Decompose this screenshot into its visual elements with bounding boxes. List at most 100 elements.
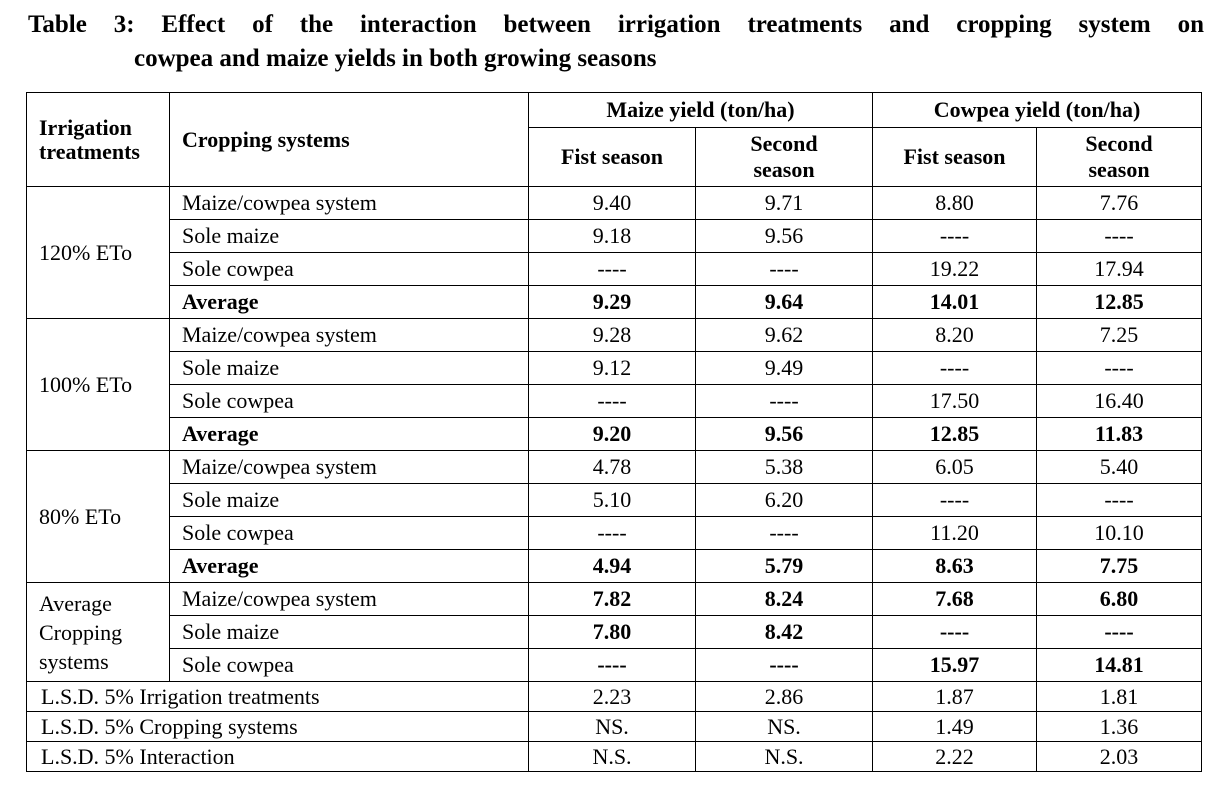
value-cell: 12.85 <box>872 417 1038 451</box>
value-cell: 8.63 <box>872 549 1038 583</box>
table-row: 120% ETo Maize/cowpea system 9.40 9.71 8… <box>26 186 1203 319</box>
value-cell: 17.94 <box>1036 252 1203 286</box>
value-cell: 6.20 <box>694 483 874 517</box>
value-cell: ---- <box>1036 483 1203 517</box>
group-label: 120% ETo <box>26 186 170 319</box>
value-cell: 14.81 <box>1036 648 1203 682</box>
cropping-system: Maize/cowpea system <box>169 582 529 616</box>
cropping-system: Maize/cowpea system <box>169 186 529 220</box>
header-maize-first: Fist season <box>528 127 696 187</box>
average-row: Average 9.29 9.64 14.01 12.85 <box>27 285 1203 319</box>
lsd-label: L.S.D. 5% Cropping systems <box>26 711 529 742</box>
value-cell: 8.20 <box>872 318 1038 352</box>
header-cropping: Cropping systems <box>169 92 529 187</box>
value-cell: ---- <box>694 384 874 418</box>
value-cell: 10.10 <box>1036 516 1203 550</box>
table-caption: Table 3: Effect of the interaction betwe… <box>28 8 1204 76</box>
value-cell: 4.94 <box>528 549 696 583</box>
value-cell: 11.83 <box>1036 417 1203 451</box>
value-cell: ---- <box>1036 615 1203 649</box>
group-label: 80% ETo <box>26 450 170 583</box>
value-cell: 9.28 <box>528 318 696 352</box>
value-cell: 1.49 <box>872 711 1038 742</box>
value-cell: 14.01 <box>872 285 1038 319</box>
table-row: Sole cowpea ---- ---- 11.20 10.10 <box>27 516 1203 550</box>
value-cell: ---- <box>694 648 874 682</box>
cropping-system: Sole maize <box>169 219 529 253</box>
value-cell: ---- <box>694 516 874 550</box>
cropping-system: Sole cowpea <box>169 516 529 550</box>
value-cell: 5.79 <box>694 549 874 583</box>
value-cell: 9.64 <box>694 285 874 319</box>
lsd-label: L.S.D. 5% Interaction <box>26 741 529 772</box>
value-cell: 19.22 <box>872 252 1038 286</box>
table-row: Sole cowpea ---- ---- 15.97 14.81 <box>27 648 1203 682</box>
header-maize-yield: Maize yield (ton/ha) <box>527 92 874 128</box>
table-row: Sole cowpea ---- ---- 17.50 16.40 <box>27 384 1203 418</box>
value-cell: 9.56 <box>694 219 874 253</box>
value-cell: 2.03 <box>1036 741 1203 772</box>
value-cell: NS. <box>528 711 696 742</box>
value-cell: ---- <box>1036 219 1203 253</box>
value-cell: 9.29 <box>528 285 696 319</box>
average-row: Average 4.94 5.79 8.63 7.75 <box>27 549 1203 583</box>
value-cell: ---- <box>872 615 1038 649</box>
cropping-system: Average <box>169 417 529 451</box>
value-cell: 5.38 <box>694 450 874 484</box>
value-cell: 11.20 <box>872 516 1038 550</box>
value-cell: 2.22 <box>872 741 1038 772</box>
caption-line-2: cowpea and maize yields in both growing … <box>134 45 657 72</box>
value-cell: 16.40 <box>1036 384 1203 418</box>
value-cell: 2.23 <box>528 681 696 712</box>
header-irrigation: Irrigation treatments <box>26 92 170 187</box>
value-cell: 7.82 <box>528 582 696 616</box>
value-cell: 4.78 <box>528 450 696 484</box>
value-cell: ---- <box>528 252 696 286</box>
value-cell: 9.71 <box>694 186 874 220</box>
header-cowpea-second: Second season <box>1036 127 1203 187</box>
header-cowpea-yield: Cowpea yield (ton/ha) <box>872 92 1203 128</box>
value-cell: ---- <box>528 648 696 682</box>
value-cell: ---- <box>528 384 696 418</box>
header-maize-second: Second season <box>694 127 874 187</box>
value-cell: 5.40 <box>1036 450 1203 484</box>
value-cell: 6.05 <box>872 450 1038 484</box>
group-label: Average Cropping systems <box>26 582 170 682</box>
value-cell: 1.87 <box>872 681 1038 712</box>
value-cell: ---- <box>872 483 1038 517</box>
cropping-system: Sole maize <box>169 483 529 517</box>
value-cell: 1.36 <box>1036 711 1203 742</box>
value-cell: 7.68 <box>872 582 1038 616</box>
value-cell: N.S. <box>528 741 696 772</box>
value-cell: 9.40 <box>528 186 696 220</box>
value-cell: 12.85 <box>1036 285 1203 319</box>
table-row: Sole maize 7.80 8.42 ---- ---- <box>27 615 1203 649</box>
value-cell: 7.75 <box>1036 549 1203 583</box>
value-cell: 15.97 <box>872 648 1038 682</box>
cropping-system: Maize/cowpea system <box>169 450 529 484</box>
table-row: 100% ETo Maize/cowpea system 9.28 9.62 8… <box>26 318 1203 451</box>
value-cell: 9.49 <box>694 351 874 385</box>
value-cell: 8.24 <box>694 582 874 616</box>
value-cell: 5.10 <box>528 483 696 517</box>
value-cell: ---- <box>872 351 1038 385</box>
cropping-system: Average <box>169 285 529 319</box>
lsd-label: L.S.D. 5% Irrigation treatments <box>26 681 529 712</box>
lsd-row: L.S.D. 5% Irrigation treatments 2.23 2.8… <box>26 681 1203 712</box>
average-row: Average 9.20 9.56 12.85 11.83 <box>27 417 1203 451</box>
lsd-row: L.S.D. 5% Interaction N.S. N.S. 2.22 2.0… <box>26 741 1203 772</box>
group-label: 100% ETo <box>26 318 170 451</box>
table-row: Sole maize 9.18 9.56 ---- ---- <box>27 219 1203 253</box>
table-row: Average Cropping systems Maize/cowpea sy… <box>26 582 1203 682</box>
header-cowpea-first: Fist season <box>872 127 1038 187</box>
value-cell: 7.80 <box>528 615 696 649</box>
cropping-system: Sole cowpea <box>169 384 529 418</box>
cropping-system: Sole maize <box>169 351 529 385</box>
cropping-system: Sole maize <box>169 615 529 649</box>
value-cell: ---- <box>1036 351 1203 385</box>
yield-table: Irrigation treatments Cropping systems M… <box>26 92 1203 772</box>
lsd-row: L.S.D. 5% Cropping systems NS. NS. 1.49 … <box>26 711 1203 742</box>
value-cell: N.S. <box>694 741 874 772</box>
value-cell: 2.86 <box>694 681 874 712</box>
value-cell: 9.20 <box>528 417 696 451</box>
